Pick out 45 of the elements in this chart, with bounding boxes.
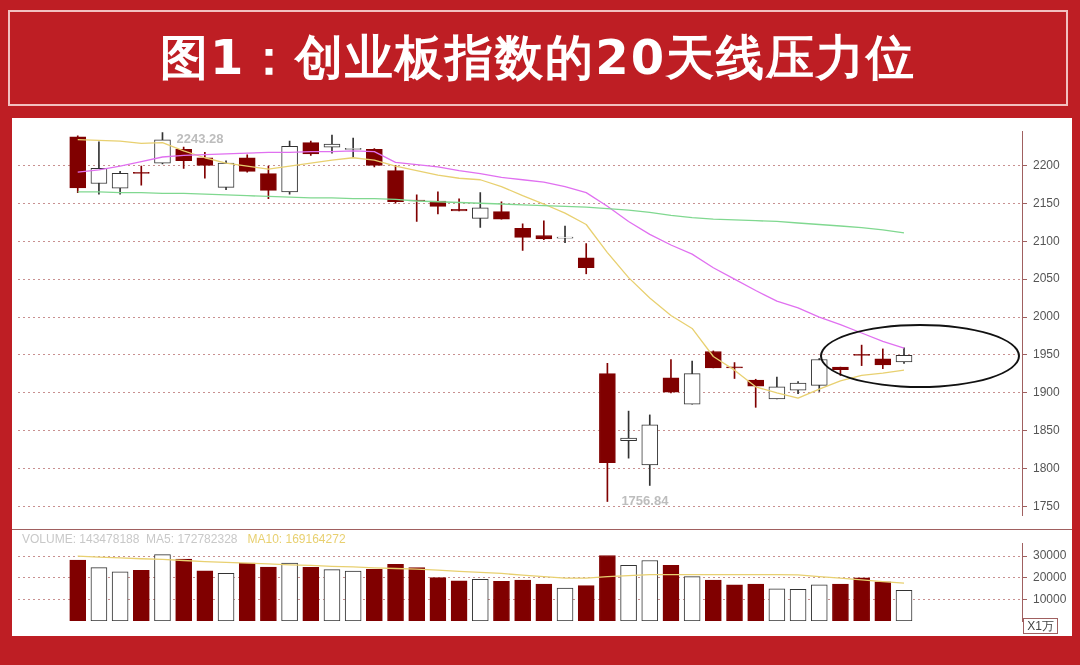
bar bbox=[238, 562, 256, 621]
bar bbox=[832, 583, 849, 621]
bar bbox=[260, 566, 277, 621]
y-tick-label: 1950 bbox=[1033, 347, 1061, 362]
y-axis-title: X1万 bbox=[1023, 618, 1058, 634]
bar bbox=[726, 584, 743, 621]
y-tick-label: 30000 bbox=[1033, 548, 1067, 563]
annotation: MA10: 169164272 bbox=[247, 532, 346, 547]
bar bbox=[302, 567, 320, 621]
y-tick-label: 2050 bbox=[1033, 271, 1061, 286]
annotation: 2243.28 bbox=[176, 130, 224, 146]
y-tick-label: 1800 bbox=[1033, 461, 1061, 476]
candlestick bbox=[535, 220, 553, 241]
y-tick-label: 10000 bbox=[1033, 591, 1067, 606]
y-tick-label: 1750 bbox=[1033, 499, 1061, 514]
bar bbox=[69, 559, 87, 621]
y-tick-label: 1850 bbox=[1033, 423, 1061, 438]
bar bbox=[514, 579, 531, 621]
bar bbox=[662, 564, 680, 621]
bar bbox=[196, 570, 214, 621]
bar bbox=[175, 558, 192, 621]
bar bbox=[366, 569, 383, 621]
y-tick-label: 1900 bbox=[1033, 385, 1061, 400]
y-tick-label: 2150 bbox=[1033, 195, 1061, 210]
bar bbox=[132, 569, 150, 621]
y-tick-label: 2000 bbox=[1033, 309, 1061, 324]
bar bbox=[577, 585, 595, 621]
bar bbox=[408, 567, 426, 621]
bar bbox=[747, 583, 765, 621]
bar bbox=[874, 581, 892, 621]
y-tick-label: 2200 bbox=[1033, 157, 1061, 172]
bar bbox=[450, 580, 468, 621]
candlestick bbox=[132, 165, 150, 186]
bar bbox=[705, 579, 722, 621]
bar bbox=[853, 577, 870, 621]
bar bbox=[493, 581, 510, 621]
bar bbox=[387, 564, 404, 621]
annotation: 1756.84 bbox=[621, 493, 670, 509]
chart-title: 图1：创业板指数的20天线压力位 bbox=[8, 10, 1068, 106]
bar bbox=[535, 583, 553, 621]
y-tick-label: 20000 bbox=[1033, 570, 1067, 585]
bar bbox=[599, 555, 616, 621]
bar bbox=[429, 577, 447, 621]
y-tick-label: 2100 bbox=[1033, 233, 1061, 248]
candlestick bbox=[556, 225, 574, 244]
